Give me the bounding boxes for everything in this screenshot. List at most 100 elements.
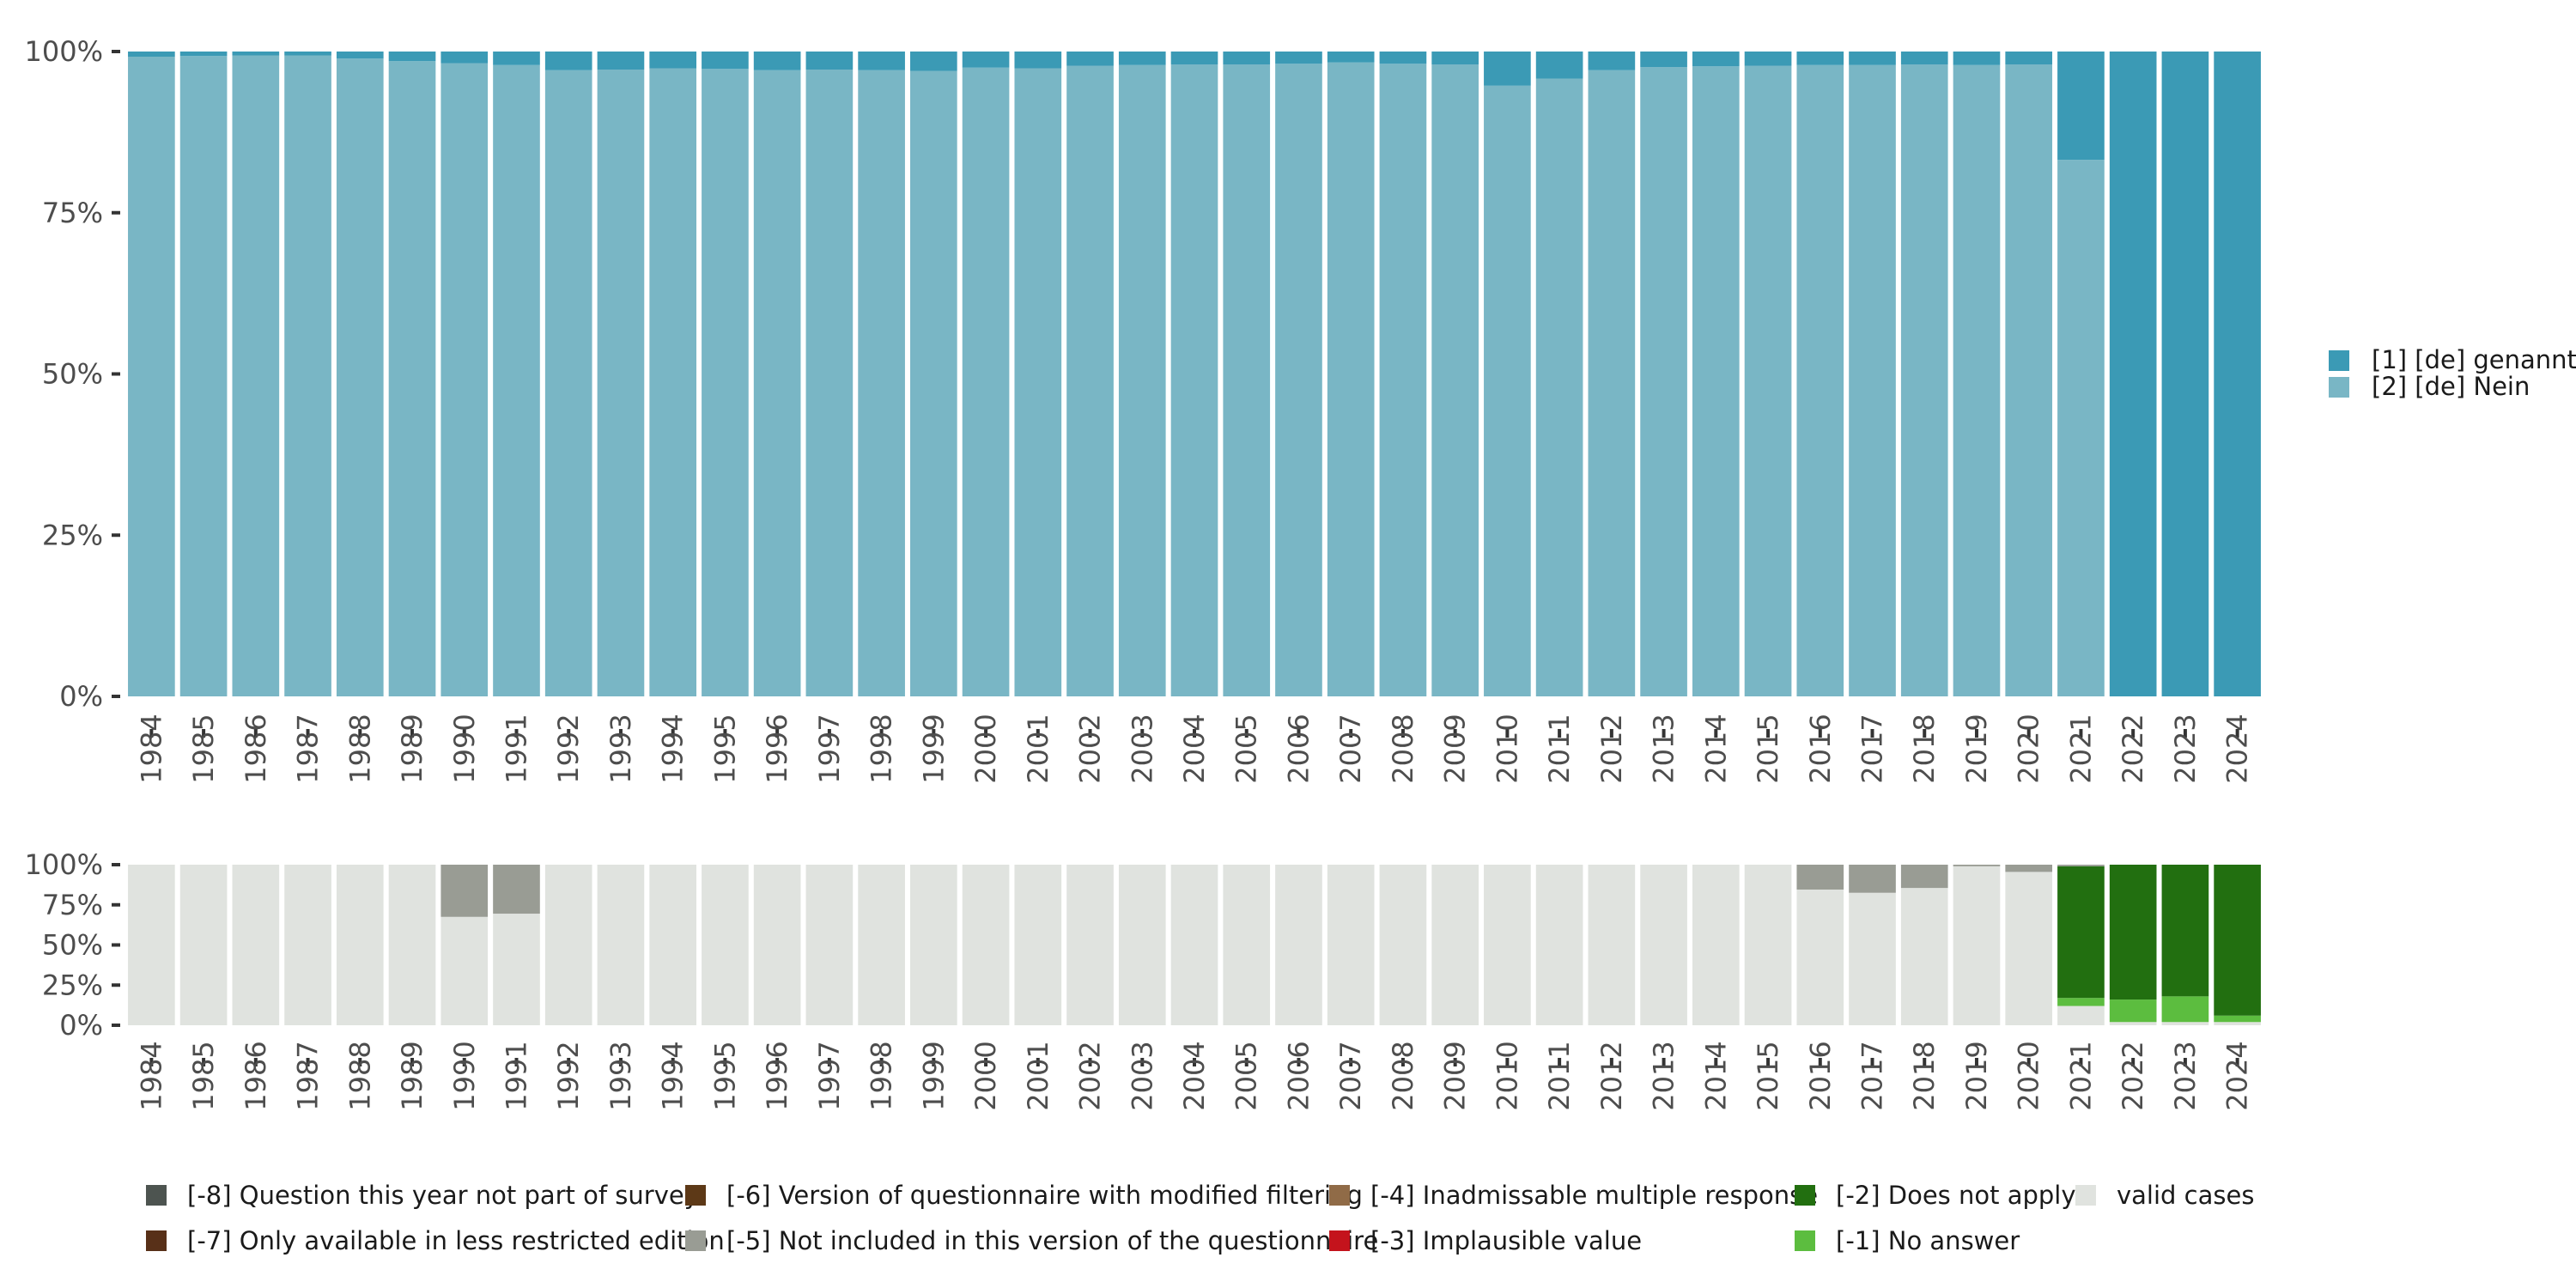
bar-segment <box>1849 892 1896 1025</box>
x-tick-label: 2005 <box>1230 1041 1263 1110</box>
bar-segment <box>336 52 384 59</box>
x-tick-label: 2008 <box>1387 1041 1419 1110</box>
bar-segment <box>1275 52 1322 64</box>
x-tick-label: 1997 <box>813 1041 846 1110</box>
legend-label: [-8] Question this year not part of surv… <box>187 1181 699 1210</box>
x-tick-label: 2012 <box>1595 1041 1628 1110</box>
x-tick-label: 1996 <box>761 714 793 783</box>
x-tick-label: 2021 <box>2064 714 2097 783</box>
y-tick-label: 0% <box>59 1009 103 1042</box>
bar-segment <box>1379 64 1427 697</box>
bar-segment <box>1223 52 1271 65</box>
x-tick-label: 2001 <box>1022 714 1054 783</box>
bar-segment <box>232 865 280 1025</box>
bar-segment <box>179 865 228 1025</box>
bar-segment <box>232 52 280 56</box>
bar-segment <box>1014 865 1062 1025</box>
bar-segment <box>1066 52 1114 66</box>
x-tick-label: 1988 <box>343 1041 376 1110</box>
bar-segment <box>1900 888 1948 1025</box>
x-tick-label: 1995 <box>708 1041 741 1110</box>
bar-segment <box>858 865 905 1025</box>
x-tick-label: 2018 <box>1908 714 1941 783</box>
bar-segment <box>2057 998 2105 1006</box>
legend-swatch <box>685 1230 706 1251</box>
bar-segment <box>1588 52 1636 70</box>
bar-segment <box>1118 52 1166 65</box>
bar-segment <box>1692 66 1740 696</box>
bar-segment <box>1692 52 1740 67</box>
bar-segment <box>128 52 175 58</box>
legend-label: [-5] Not included in this version of the… <box>726 1226 1378 1255</box>
bar-segment <box>962 865 1010 1025</box>
legend-swatch <box>2329 350 2349 371</box>
legend-swatch <box>1329 1230 1350 1251</box>
x-tick-label: 2023 <box>2169 714 2202 783</box>
bar-segment <box>1118 64 1166 696</box>
bar-segment <box>1379 865 1427 1025</box>
bar-segment <box>1535 78 1583 697</box>
x-tick-label: 2015 <box>1752 1041 1784 1110</box>
bar-segment <box>2005 872 2053 1025</box>
x-tick-label: 2013 <box>1648 714 1680 783</box>
bar-segment <box>1796 64 1844 696</box>
bar-segment <box>1849 64 1896 696</box>
bar-segment <box>1692 865 1740 1025</box>
bar-segment <box>440 52 489 64</box>
bar-segment <box>284 52 331 56</box>
bar-segment <box>1275 64 1322 697</box>
x-tick-label: 1991 <box>500 714 532 783</box>
legend-swatch <box>685 1185 706 1206</box>
bar-segment <box>2214 1022 2261 1025</box>
legend-swatch <box>146 1230 167 1251</box>
bar-segment <box>493 865 540 914</box>
x-tick-label: 2020 <box>2013 1041 2045 1110</box>
bar-segment <box>702 52 749 70</box>
bar-segment <box>440 865 489 917</box>
y-tick-label: 75% <box>42 889 103 921</box>
y-tick-label: 100% <box>25 35 103 68</box>
x-tick-label: 1987 <box>292 714 325 783</box>
bar-segment <box>1796 889 1844 1025</box>
bar-segment <box>1223 64 1271 696</box>
bar-segment <box>1588 865 1636 1025</box>
x-tick-label: 1992 <box>552 1041 585 1110</box>
x-tick-label: 2022 <box>2117 714 2149 783</box>
x-tick-label: 2016 <box>1804 714 1837 783</box>
bar-segment <box>1640 52 1687 68</box>
bar-segment <box>858 70 905 697</box>
bar-segment <box>493 52 540 65</box>
x-tick-label: 1989 <box>396 714 428 783</box>
y-tick-label: 50% <box>42 358 103 391</box>
bar-segment <box>1900 52 1948 65</box>
bar-segment <box>2109 1022 2157 1025</box>
x-tick-label: 1985 <box>187 1041 220 1110</box>
bar-segment <box>1327 865 1375 1025</box>
bar-segment <box>962 67 1010 696</box>
x-tick-label: 2008 <box>1387 714 1419 783</box>
bar-segment <box>1744 865 1792 1025</box>
bar-segment <box>910 52 957 71</box>
bar-segment <box>2109 865 2157 1000</box>
bar-segment <box>2161 52 2209 696</box>
bar-segment <box>1953 866 2001 1025</box>
bar-segment <box>753 865 801 1025</box>
legend-swatch <box>146 1185 167 1206</box>
y-tick-label: 25% <box>42 519 103 551</box>
bar-segment <box>2214 1015 2261 1023</box>
bar-segment <box>2161 1022 2209 1025</box>
bar-segment <box>1170 865 1218 1025</box>
x-tick-label: 2014 <box>1699 714 1732 783</box>
bar-segment <box>1170 52 1218 65</box>
x-tick-label: 2010 <box>1491 1041 1523 1110</box>
bar-segment <box>649 68 697 696</box>
bar-segment <box>2109 52 2157 696</box>
bar-segment <box>2005 64 2053 696</box>
legend-label: [-2] Does not apply <box>1836 1181 2076 1210</box>
legend-swatch <box>2329 377 2349 398</box>
x-tick-label: 2002 <box>1074 714 1107 783</box>
x-tick-label: 2024 <box>2221 714 2254 783</box>
bar-segment <box>2057 866 2105 999</box>
x-tick-label: 1997 <box>813 714 846 783</box>
